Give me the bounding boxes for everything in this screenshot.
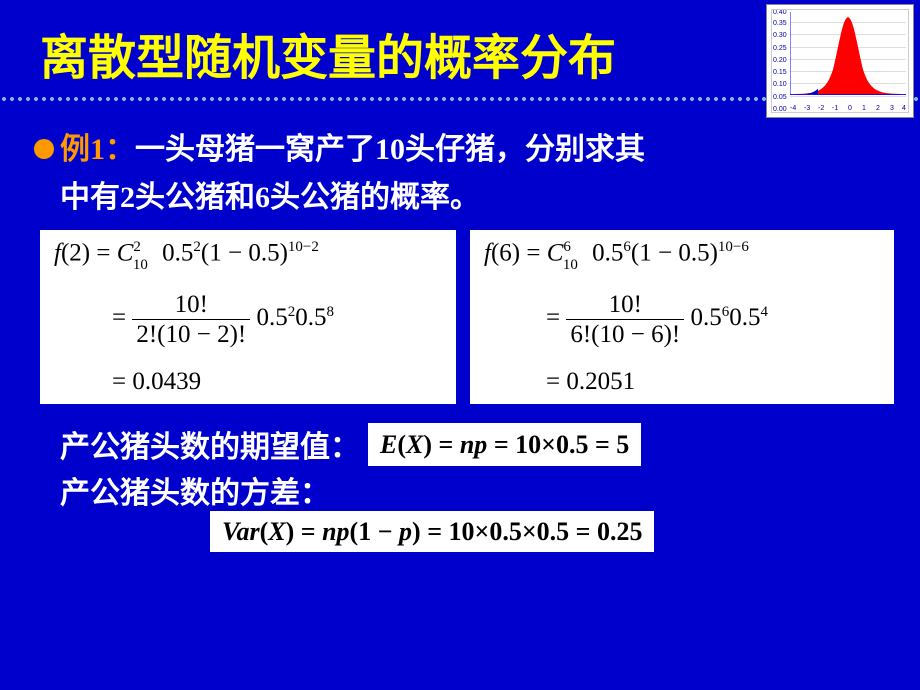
formula-box-left: f(2) = C210 0.52(1 − 0.5)10−2 = 10!2!(10… xyxy=(40,230,456,404)
xtick-label: -3 xyxy=(804,105,810,112)
bottom-block: 产公猪头数的期望值： E(X) = np = 10×0.5 = 5 产公猪头数的… xyxy=(0,404,920,548)
example-line2: 中有2头公猪和6头公猪的概率。 xyxy=(34,172,870,216)
xtick-label: -2 xyxy=(818,105,824,112)
variance-label: 产公猪头数的方差： xyxy=(60,468,870,512)
ytick-label: 0.00 xyxy=(773,106,787,113)
example-label: 例1： xyxy=(60,133,135,166)
xtick-label: 3 xyxy=(890,105,894,112)
corner-distribution-chart: 0.00 0.05 0.10 0.15 0.20 0.25 0.30 0.35 … xyxy=(766,4,914,118)
formula-box-right: f(6) = C610 0.56(1 − 0.5)10−6 = 10!6!(10… xyxy=(470,230,894,404)
ytick-label: 0.15 xyxy=(773,69,787,76)
bullet-icon xyxy=(34,139,54,159)
example-text: 例1：一头母猪一窝产了10头仔猪，分别求其 中有2头公猪和6头公猪的概率。 xyxy=(0,102,920,216)
xtick-label: -1 xyxy=(832,105,838,112)
formula-line: = 10!2!(10 − 2)! 0.520.58 xyxy=(54,292,446,347)
ytick-label: 0.35 xyxy=(773,20,787,27)
variance-formula: Var(X) = np(1 − p) = 10×0.5×0.5 = 0.25 xyxy=(210,511,654,552)
ytick-label: 0.20 xyxy=(773,57,787,64)
expectation-label: 产公猪头数的期望值： xyxy=(60,422,360,466)
ytick-label: 0.05 xyxy=(773,94,787,101)
bell-curve-icon xyxy=(790,12,906,104)
xtick-label: 4 xyxy=(902,105,906,112)
ytick-label: 0.30 xyxy=(773,32,787,39)
formula-line: = 0.2051 xyxy=(484,369,884,394)
ytick-label: 0.10 xyxy=(773,81,787,88)
ytick-label: 0.25 xyxy=(773,45,787,52)
formula-line: = 0.0439 xyxy=(54,369,446,394)
variance-row: Var(X) = np(1 − p) = 10×0.5×0.5 = 0.25 xyxy=(60,514,870,548)
xtick-label: 2 xyxy=(876,105,880,112)
formula-line: f(6) = C610 0.56(1 − 0.5)10−6 xyxy=(484,240,884,270)
formula-row: f(2) = C210 0.52(1 − 0.5)10−2 = 10!2!(10… xyxy=(0,216,920,404)
ytick-label: 0.40 xyxy=(773,9,787,16)
expectation-row: 产公猪头数的期望值： E(X) = np = 10×0.5 = 5 xyxy=(60,422,870,466)
chart-plot-area: 0.00 0.05 0.10 0.15 0.20 0.25 0.30 0.35 … xyxy=(771,9,909,113)
formula-line: = 10!6!(10 − 6)! 0.560.54 xyxy=(484,292,884,347)
xtick-label: 0 xyxy=(848,105,852,112)
example-line1: 一头母猪一窝产了10头仔猪，分别求其 xyxy=(135,133,645,166)
expectation-formula: E(X) = np = 10×0.5 = 5 xyxy=(368,423,641,466)
xtick-label: -4 xyxy=(790,105,796,112)
xtick-label: 1 xyxy=(862,105,866,112)
formula-line: f(2) = C210 0.52(1 − 0.5)10−2 xyxy=(54,240,446,270)
header: 离散型随机变量的概率分布 0.00 0.05 0.10 0.15 0.20 0.… xyxy=(0,0,920,102)
